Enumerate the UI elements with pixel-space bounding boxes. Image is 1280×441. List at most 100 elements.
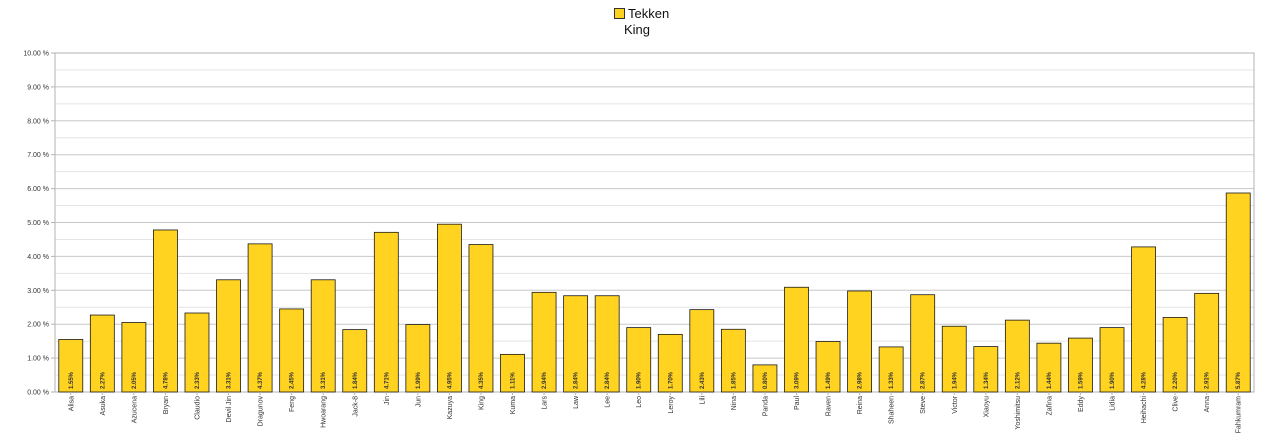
bar [373, 231, 399, 393]
x-tick-label: Xiaoyu [983, 396, 990, 418]
legend-swatch [614, 8, 625, 19]
bar [310, 279, 336, 393]
data-label: 2.84% [574, 371, 580, 389]
data-label: 2.27% [100, 371, 106, 389]
data-label: 2.87% [921, 371, 927, 389]
x-tick-label: Panda [762, 396, 769, 416]
x-tick-label: Paul [794, 396, 801, 410]
bar [153, 229, 178, 393]
x-tick-label: Asuka [100, 396, 107, 416]
bar [689, 309, 715, 393]
bar [279, 308, 305, 393]
data-label: 0.80% [763, 371, 769, 389]
x-tick-label: Kazuya [447, 396, 454, 419]
data-label: 3.09% [794, 371, 800, 389]
data-label: 1.85% [731, 371, 737, 389]
y-tick-label: 10.00 % [23, 51, 49, 58]
data-label: 5.87% [1236, 371, 1242, 389]
data-label: 1.70% [668, 371, 674, 389]
data-label: 1.94% [952, 371, 958, 389]
bar [1068, 337, 1093, 393]
y-tick-label: 3.00 % [27, 288, 49, 295]
x-tick-label: Heihachi [1141, 396, 1148, 424]
data-label: 2.45% [290, 371, 296, 389]
bar [1162, 317, 1188, 393]
x-tick-label: Jin [384, 396, 391, 405]
bar [720, 328, 746, 393]
x-tick-label: King [478, 396, 485, 410]
data-label: 1.55% [69, 371, 75, 389]
bar [531, 291, 557, 393]
y-tick-label: 7.00 % [27, 152, 49, 159]
data-label: 4.78% [163, 371, 169, 389]
bar [58, 339, 84, 393]
y-tick-label: 1.00 % [27, 356, 49, 363]
data-label: 4.35% [479, 371, 485, 389]
bar [1004, 319, 1030, 393]
data-label: 1.99% [416, 371, 422, 389]
x-tick-label: Feng [289, 396, 296, 412]
bar [1131, 246, 1156, 393]
x-tick-label: Raven [826, 396, 833, 416]
bar [1194, 292, 1220, 393]
x-tick-label: Fahkumram [1236, 396, 1243, 434]
bar [594, 295, 620, 393]
bar [878, 346, 904, 393]
x-tick-label: Anna [1204, 396, 1211, 412]
bar [1225, 192, 1251, 393]
chart-title: King [623, 22, 651, 37]
data-label: 3.31% [227, 371, 233, 389]
x-tick-label: Lars [542, 396, 549, 410]
x-tick-label: Leo [636, 396, 643, 408]
bar [1036, 342, 1062, 393]
x-tick-label: Devil Jin [226, 396, 233, 423]
legend-label: Tekken [628, 6, 670, 21]
data-label: 1.44% [1047, 371, 1053, 389]
data-label: 2.43% [700, 371, 706, 389]
x-tick-label: Leroy [668, 396, 675, 414]
data-label: 4.71% [384, 371, 390, 389]
x-tick-label: Steve [920, 396, 927, 414]
data-label: 2.91% [1205, 371, 1211, 389]
bar [815, 341, 841, 393]
data-label: 1.11% [511, 372, 517, 389]
data-label: 4.28% [1142, 371, 1148, 389]
data-label: 4.37% [258, 371, 264, 389]
x-tick-label: Bryan [163, 396, 170, 414]
y-tick-label: 0.00 % [27, 390, 49, 397]
data-label: 2.33% [195, 371, 201, 389]
bar [752, 364, 778, 393]
bar [563, 295, 589, 393]
x-tick-label: Alisa [68, 396, 75, 411]
bar [626, 327, 652, 393]
data-label: 1.59% [1078, 371, 1084, 389]
y-tick-label: 2.00 % [27, 322, 49, 329]
bar [657, 333, 683, 393]
bar [468, 244, 494, 393]
data-label: 2.12% [1015, 371, 1021, 389]
y-tick-label: 8.00 % [27, 118, 49, 125]
x-tick-label: Zafina [1046, 396, 1053, 416]
bar [89, 314, 115, 393]
x-tick-label: Jack-8 [352, 396, 359, 417]
data-label: 1.84% [353, 371, 359, 389]
bar [437, 223, 462, 393]
x-tick-label: Lee [605, 396, 612, 408]
bar [941, 325, 967, 393]
bar [247, 243, 273, 393]
data-label: 1.49% [826, 371, 832, 389]
data-label: 2.20% [1173, 371, 1179, 389]
x-tick-label: Lidia [1110, 396, 1117, 411]
x-tick-label: Yoshimitsu [1015, 396, 1022, 430]
y-tick-label: 4.00 % [27, 254, 49, 261]
data-label: 1.90% [1110, 371, 1116, 389]
bar [184, 312, 210, 393]
bar [121, 322, 147, 393]
bar [342, 329, 368, 393]
data-label: 2.98% [858, 371, 864, 389]
x-tick-label: Kuma [510, 396, 517, 414]
x-tick-label: Clive [1173, 396, 1180, 412]
data-label: 1.90% [637, 371, 643, 389]
x-tick-label: Shaheen [889, 396, 896, 424]
